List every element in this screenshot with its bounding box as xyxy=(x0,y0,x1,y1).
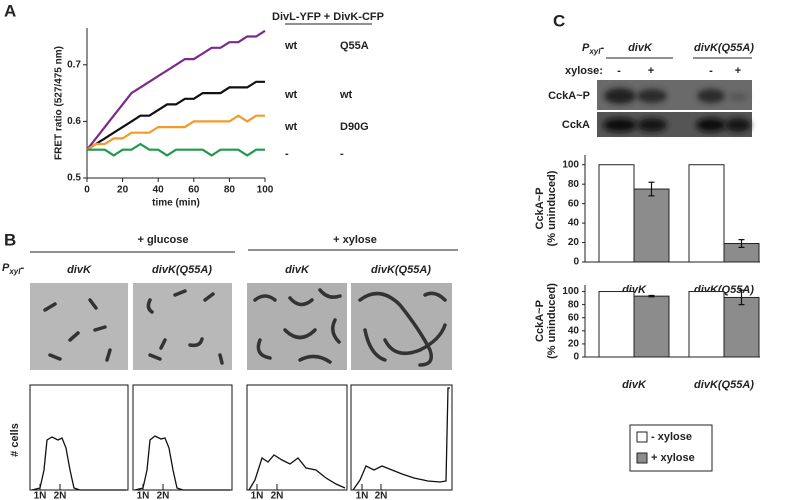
error-bar xyxy=(738,239,745,249)
panel-label: B xyxy=(4,230,16,249)
promoter-main: P xyxy=(582,42,590,54)
blot xyxy=(597,80,752,137)
bar xyxy=(688,291,725,358)
data-line xyxy=(86,80,265,151)
x-tick-label: 80 xyxy=(224,185,236,196)
strain: divK(Q55A) xyxy=(152,264,212,276)
ploidy: 1N xyxy=(356,491,369,500)
histograms xyxy=(29,384,453,491)
legend-label: D90G xyxy=(340,121,369,133)
legend-label: wt xyxy=(284,89,298,101)
legend-swatch xyxy=(636,431,648,443)
data-line xyxy=(87,142,265,157)
promoter: Pxyl- xyxy=(2,262,24,276)
legend-label: - xyxy=(285,148,289,160)
panel-label: A xyxy=(4,1,16,20)
y-tick-label: 0 xyxy=(573,257,579,268)
y-axis-label: CckA~P xyxy=(534,188,546,230)
bar xyxy=(633,188,670,263)
panel-label: C xyxy=(553,11,565,30)
strain: divK xyxy=(285,264,310,276)
y-axis-label: CckA~P xyxy=(534,300,546,342)
y-tick-label: 60 xyxy=(568,312,580,323)
y-axis-label: (% uninduced) xyxy=(546,170,558,246)
micrographs xyxy=(30,283,452,370)
legend-label: - xyxy=(340,148,344,160)
ploidy: 2N xyxy=(54,491,67,500)
x-tick-label: 100 xyxy=(257,185,274,196)
legend-label: + xylose xyxy=(651,452,695,464)
lane: + xyxy=(735,65,741,77)
promoter-suffix: - xyxy=(600,42,604,54)
bar xyxy=(633,295,670,358)
ploidy-labels: 1N 2N 1N 2N 1N 2N 1N 2N xyxy=(34,491,388,500)
lane: + xyxy=(648,65,654,77)
x-tick-label: 0 xyxy=(84,185,90,196)
strain: divK(Q55A) xyxy=(371,264,431,276)
y-tick-label: 100 xyxy=(562,286,579,297)
lane: - xyxy=(617,65,621,77)
y-axis-label: (% uninduced) xyxy=(546,283,558,359)
y-tick-label: 20 xyxy=(568,237,580,248)
strain: divK xyxy=(67,264,92,276)
legend-label: wt xyxy=(284,121,298,133)
y-tick-label: 20 xyxy=(568,339,580,350)
x-tick-label: divK(Q55A) xyxy=(694,379,754,391)
x-tick-label: 40 xyxy=(153,185,165,196)
legend-header: DivL-YFP + DivK-CFP xyxy=(272,11,384,23)
x-axis-label: time (min) xyxy=(152,198,200,209)
x-tick-label: 20 xyxy=(117,185,129,196)
bar xyxy=(688,164,725,263)
condition: + xylose xyxy=(333,234,377,246)
y-tick-label: 80 xyxy=(568,179,580,190)
bar xyxy=(723,296,760,358)
promoter-suffix: - xyxy=(20,262,24,274)
legend-label: wt xyxy=(284,40,298,52)
y-tick-label: 60 xyxy=(568,198,580,209)
strain: divK(Q55A) xyxy=(694,42,754,54)
ploidy: 1N xyxy=(34,491,47,500)
bar xyxy=(598,164,635,263)
promoter-sub: xyl xyxy=(8,267,21,276)
y-axis-label: FRET ratio (527/475 nm) xyxy=(54,46,65,160)
ploidy: 2N xyxy=(157,491,170,500)
legend-label: - xylose xyxy=(651,431,692,443)
legend-label: Q55A xyxy=(340,40,369,52)
promoter-main: P xyxy=(2,262,10,274)
data-line xyxy=(86,29,266,151)
ploidy: 2N xyxy=(375,491,388,500)
y-tick-label: 0.7 xyxy=(67,59,81,70)
promoter: Pxyl- xyxy=(582,42,604,56)
blot-row: CckA~P xyxy=(548,90,590,102)
hist-ylabel: # cells xyxy=(9,423,21,457)
x-tick-label: divK xyxy=(622,379,647,391)
ploidy: 1N xyxy=(251,491,264,500)
y-tick-label: 80 xyxy=(568,299,580,310)
legend-label: wt xyxy=(339,89,353,101)
error-bar xyxy=(738,289,745,306)
y-tick-label: 0.5 xyxy=(67,173,81,184)
y-tick-label: 0 xyxy=(573,352,579,363)
ploidy: 2N xyxy=(271,491,284,500)
xylose-label: xylose: xyxy=(565,65,603,77)
error-bar xyxy=(648,294,655,298)
strain: divK xyxy=(628,42,653,54)
ploidy: 1N xyxy=(137,491,150,500)
y-tick-label: 40 xyxy=(568,218,580,229)
bar xyxy=(598,291,635,358)
error-bar xyxy=(648,181,655,197)
data-line xyxy=(86,114,265,151)
condition: + glucose xyxy=(137,234,188,246)
y-tick-label: 0.6 xyxy=(67,116,81,127)
legend-swatch xyxy=(636,452,648,464)
y-tick-label: 100 xyxy=(562,159,579,170)
lane: - xyxy=(709,65,713,77)
promoter-sub: xyl xyxy=(588,47,601,56)
x-tick-label: 60 xyxy=(188,185,200,196)
blot-row: CckA xyxy=(562,119,590,131)
y-tick-label: 40 xyxy=(568,325,580,336)
